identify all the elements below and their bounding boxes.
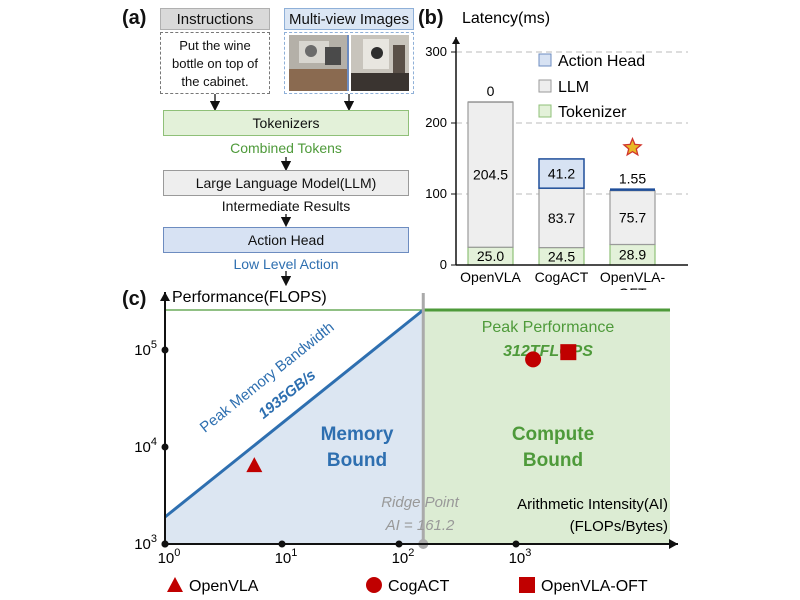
x-axis-arrow-icon bbox=[669, 539, 678, 549]
panel-c-label: (c) bbox=[122, 288, 147, 310]
compute-bound-region bbox=[423, 310, 670, 544]
combined-tokens-label: Combined Tokens bbox=[230, 140, 342, 156]
x-axis-label: (FLOPs/Bytes) bbox=[570, 518, 668, 535]
images-title: Multi-view Images bbox=[288, 10, 410, 28]
data-label: 28.9 bbox=[619, 247, 646, 263]
legend-label: OpenVLA-OFT bbox=[541, 578, 648, 595]
x-tick bbox=[512, 540, 520, 548]
y-tick-label: 100 bbox=[425, 186, 447, 201]
point-cogact bbox=[525, 351, 542, 368]
latency-chart: Latency(ms) Action Head LLM Tokenizer 0 1… bbox=[425, 10, 688, 290]
point-openvla bbox=[246, 457, 263, 473]
instructions-title: Instructions bbox=[176, 10, 254, 28]
action-head-label: Action Head bbox=[247, 232, 325, 248]
x-tick-label: OpenVLA bbox=[460, 269, 521, 285]
data-label: 1.55 bbox=[619, 171, 646, 187]
y-axis-label: Latency(ms) bbox=[462, 10, 550, 27]
x-tick-label: 102 bbox=[392, 547, 415, 567]
memory-bandwidth-line bbox=[164, 308, 425, 519]
legend-label: OpenVLA bbox=[189, 578, 259, 595]
flow-arrows bbox=[209, 94, 355, 287]
peak-performance-value: 312TFLOPS bbox=[503, 343, 593, 360]
data-label: 83.7 bbox=[548, 210, 575, 226]
x-tick bbox=[278, 540, 286, 548]
x-tick-label: 103 bbox=[509, 547, 532, 567]
instruction-line: the cabinet. bbox=[181, 74, 249, 89]
data-label: 204.5 bbox=[473, 167, 508, 183]
action-head-box: Action Head bbox=[163, 227, 409, 253]
llm-label: Large Language Model(LLM) bbox=[195, 175, 377, 191]
compute-bound-label: Bound bbox=[523, 450, 583, 471]
intermediate-results-label: Intermediate Results bbox=[221, 198, 351, 214]
bar-segment-llm bbox=[467, 101, 514, 248]
instructions-header: Instructions bbox=[160, 8, 270, 30]
y-axis-arrow-icon bbox=[452, 37, 460, 44]
images-header: Multi-view Images bbox=[284, 8, 414, 30]
ridge-point-equation: AI = 161.2 bbox=[385, 517, 455, 534]
ridge-point-label: Ridge Point bbox=[381, 494, 459, 511]
llm-box: Large Language Model(LLM) bbox=[163, 170, 409, 196]
roofline-chart: Performance(FLOPS) 103 104 105 100 101 102 103 P… bbox=[134, 289, 678, 595]
x-tick-label: OFT bbox=[619, 285, 647, 290]
legend-swatch-action-head bbox=[538, 53, 552, 67]
data-label: 75.7 bbox=[619, 210, 646, 226]
legend-label-action-head: Action Head bbox=[558, 53, 645, 70]
memory-bound-label: Bound bbox=[327, 450, 387, 471]
data-label: 25.0 bbox=[477, 248, 504, 264]
legend-swatch-tokenizer bbox=[538, 104, 552, 118]
legend-swatch-llm bbox=[538, 79, 552, 93]
x-axis-label: Arithmetic Intensity(AI) bbox=[517, 496, 668, 513]
instruction-line: Put the wine bbox=[179, 38, 251, 53]
data-label: 0 bbox=[487, 83, 495, 99]
memory-bound-region bbox=[165, 310, 424, 544]
panel-a-label: (a) bbox=[122, 7, 147, 29]
x-tick-label: CogACT bbox=[535, 269, 589, 285]
peak-performance-label: Peak Performance bbox=[482, 319, 615, 336]
legend-label: CogACT bbox=[388, 578, 450, 595]
data-label: 24.5 bbox=[548, 248, 575, 264]
y-tick-label: 104 bbox=[134, 436, 157, 456]
bar-segment-action-head bbox=[538, 158, 585, 189]
bar-segment-llm bbox=[609, 190, 656, 246]
y-tick-label: 103 bbox=[134, 533, 157, 553]
compute-bound-label: Compute bbox=[512, 424, 594, 445]
y-axis-arrow-icon bbox=[160, 292, 170, 301]
x-tick-label: 101 bbox=[275, 547, 298, 567]
instructions-box: Put the wine bottle on top of the cabine… bbox=[160, 32, 270, 94]
y-tick-label: 300 bbox=[425, 44, 447, 59]
y-tick-label: 105 bbox=[134, 339, 157, 359]
x-tick bbox=[395, 540, 403, 548]
instruction-line: bottle on top of bbox=[171, 56, 258, 71]
x-tick-label: 100 bbox=[158, 547, 181, 567]
legend-label-llm: LLM bbox=[558, 79, 589, 96]
y-tick bbox=[161, 346, 169, 354]
y-tick bbox=[161, 443, 169, 451]
legend-circle-icon bbox=[366, 577, 382, 593]
low-level-action-label: Low Level Action bbox=[233, 256, 339, 272]
multi-view-images bbox=[289, 35, 409, 91]
point-openvla-oft bbox=[560, 344, 577, 361]
legend-triangle-icon bbox=[167, 577, 183, 592]
y-tick-label: 200 bbox=[425, 115, 447, 130]
panel-b-label: (b) bbox=[418, 7, 444, 29]
data-label: 41.2 bbox=[548, 166, 575, 182]
memory-bound-label: Memory bbox=[321, 424, 394, 445]
y-axis-label: Performance(FLOPS) bbox=[172, 289, 327, 306]
legend-label-tokenizer: Tokenizer bbox=[558, 104, 627, 121]
y-tick-label: 0 bbox=[440, 257, 447, 272]
images-box bbox=[284, 32, 414, 94]
legend-square-icon bbox=[519, 577, 535, 593]
tokenizers-label: Tokenizers bbox=[252, 115, 320, 131]
highlight-star-icon bbox=[622, 136, 643, 157]
bar-segment-llm bbox=[538, 187, 585, 249]
tokenizers-box: Tokenizers bbox=[163, 110, 409, 136]
legend-box bbox=[536, 46, 686, 130]
x-tick bbox=[161, 540, 169, 548]
x-tick-label: OpenVLA- bbox=[600, 269, 666, 285]
